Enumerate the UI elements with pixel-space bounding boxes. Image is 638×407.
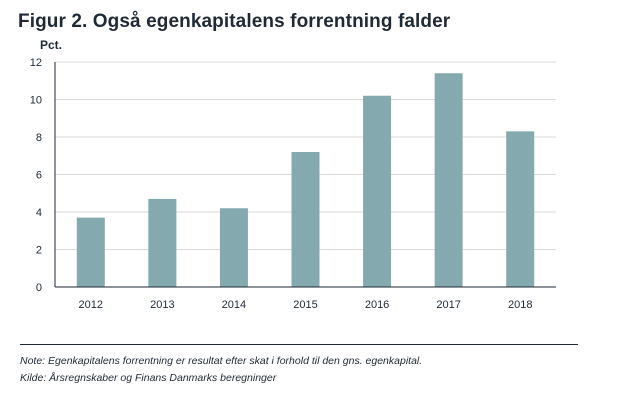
bars bbox=[76, 73, 535, 287]
footer-source: Kilde: Årsregnskaber og Finans Danmarks … bbox=[20, 372, 277, 384]
bar-2018 bbox=[506, 131, 535, 287]
y-tick-label: 6 bbox=[36, 170, 42, 182]
bar-2016 bbox=[363, 95, 392, 287]
bar-2017 bbox=[434, 73, 463, 287]
y-tick-label: 12 bbox=[30, 57, 42, 69]
bar-2013 bbox=[148, 198, 177, 287]
y-axis-label: Pct. bbox=[40, 38, 62, 52]
y-tick-label: 4 bbox=[36, 207, 42, 219]
footer: Note: Egenkapitalens forrentning er resu… bbox=[20, 353, 422, 387]
x-tick-label: 2018 bbox=[508, 299, 532, 311]
y-tick-label: 10 bbox=[30, 95, 42, 107]
y-tick-labels: 0 2 4 6 8 10 12 bbox=[30, 57, 42, 294]
x-tick-label: 2015 bbox=[293, 299, 317, 311]
y-tick-label: 8 bbox=[36, 132, 42, 144]
bar-2015 bbox=[291, 152, 320, 287]
x-tick-label: 2012 bbox=[79, 299, 103, 311]
bar-2014 bbox=[219, 208, 248, 287]
x-tick-label: 2014 bbox=[222, 299, 246, 311]
bar-2012 bbox=[76, 217, 105, 287]
y-tick-label: 0 bbox=[36, 282, 42, 294]
footer-note: Note: Egenkapitalens forrentning er resu… bbox=[20, 355, 423, 367]
y-tick-label: 2 bbox=[36, 245, 42, 257]
footer-divider bbox=[20, 344, 578, 345]
x-tick-label: 2017 bbox=[436, 299, 460, 311]
x-tick-labels: 2012 2013 2014 2015 2016 2017 2018 bbox=[79, 299, 533, 311]
x-tick-label: 2016 bbox=[365, 299, 389, 311]
chart-title: Figur 2. Også egenkapitalens forrentning… bbox=[18, 11, 451, 32]
x-tick-label: 2013 bbox=[150, 299, 174, 311]
